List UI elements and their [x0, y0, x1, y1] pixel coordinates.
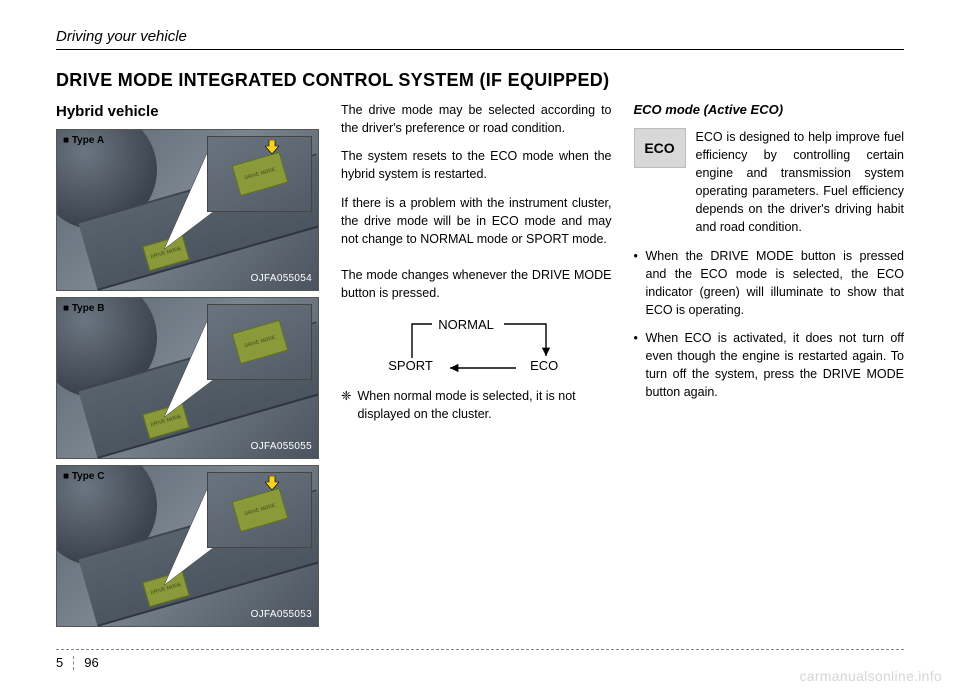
- figure-type-b: DRIVE MODE DRIVE MODE ■ Type B OJFA05505…: [56, 297, 319, 459]
- mode-eco-label: ECO: [530, 357, 558, 376]
- watermark: carmanualsonline.info: [800, 668, 943, 684]
- para: The mode changes whenever the DRIVE MODE…: [341, 266, 612, 302]
- section-title: DRIVE MODE INTEGRATED CONTROL SYSTEM (IF…: [56, 70, 904, 91]
- figure-type-a: DRIVE MODE DRIVE MODE ■ Type A OJFA05505…: [56, 129, 319, 291]
- press-arrow-icon: [265, 476, 279, 490]
- column-right: ECO mode (Active ECO) ECO ECO is designe…: [634, 101, 905, 633]
- drive-mode-button-label: DRIVE MODE: [244, 167, 276, 181]
- callout-inset: DRIVE MODE: [207, 136, 312, 212]
- footer-vert-divider: [73, 656, 74, 670]
- figure-code: OJFA055054: [251, 272, 312, 287]
- figure-code: OJFA055053: [251, 608, 312, 623]
- column-left: Hybrid vehicle DRIVE MODE DRIVE MODE: [56, 101, 319, 633]
- figure-type-label: ■ Type C: [63, 470, 104, 485]
- eco-badge-text: ECO is designed to help improve fuel eff…: [696, 128, 905, 237]
- running-head: Driving your vehicle: [56, 28, 904, 50]
- drive-mode-button-label: DRIVE MODE: [150, 246, 182, 260]
- page-footer: 5 96: [56, 655, 99, 670]
- figure-code: OJFA055055: [251, 440, 312, 455]
- eco-bullets: When the DRIVE MODE button is pressed an…: [634, 247, 905, 402]
- eco-badge: ECO: [634, 128, 686, 168]
- bullet-item: When the DRIVE MODE button is pressed an…: [634, 247, 905, 320]
- footnote-symbol: ❈: [341, 388, 351, 423]
- drive-mode-button-label: DRIVE MODE: [244, 335, 276, 349]
- press-arrow-icon: [265, 140, 279, 154]
- figure-type-label: ■ Type A: [63, 134, 104, 149]
- manual-page: Driving your vehicle DRIVE MODE INTEGRAT…: [0, 0, 960, 690]
- footer-divider: [56, 649, 904, 650]
- mode-sport-label: SPORT: [388, 357, 433, 376]
- drive-mode-button: DRIVE MODE: [231, 319, 288, 364]
- para: If there is a problem with the instrumen…: [341, 194, 612, 248]
- footnote: ❈ When normal mode is selected, it is no…: [341, 388, 612, 423]
- para: The drive mode may be selected according…: [341, 101, 612, 137]
- drive-mode-button: DRIVE MODE: [231, 487, 288, 532]
- drive-mode-button: DRIVE MODE: [231, 151, 288, 196]
- mode-normal-label: NORMAL: [438, 316, 494, 335]
- eco-mode-heading: ECO mode (Active ECO): [634, 101, 905, 120]
- bullet-item: When ECO is activated, it does not turn …: [634, 329, 905, 402]
- mode-cycle-diagram: NORMAL SPORT ECO: [376, 316, 576, 376]
- callout-inset: DRIVE MODE: [207, 472, 312, 548]
- footnote-text: When normal mode is selected, it is not …: [357, 388, 611, 423]
- chapter-number: 5: [56, 655, 63, 670]
- hybrid-heading: Hybrid vehicle: [56, 101, 319, 123]
- eco-badge-row: ECO ECO is designed to help improve fuel…: [634, 128, 905, 237]
- page-number: 96: [84, 655, 98, 670]
- content-columns: Hybrid vehicle DRIVE MODE DRIVE MODE: [56, 101, 904, 633]
- drive-mode-button-label: DRIVE MODE: [244, 503, 276, 517]
- callout-inset: DRIVE MODE: [207, 304, 312, 380]
- para: The system resets to the ECO mode when t…: [341, 147, 612, 183]
- column-middle: The drive mode may be selected according…: [341, 101, 612, 633]
- figure-type-c: DRIVE MODE DRIVE MODE ■ Type C OJFA05505…: [56, 465, 319, 627]
- drive-mode-button-label: DRIVE MODE: [150, 414, 182, 428]
- drive-mode-button-label: DRIVE MODE: [150, 582, 182, 596]
- figure-type-label: ■ Type B: [63, 302, 104, 317]
